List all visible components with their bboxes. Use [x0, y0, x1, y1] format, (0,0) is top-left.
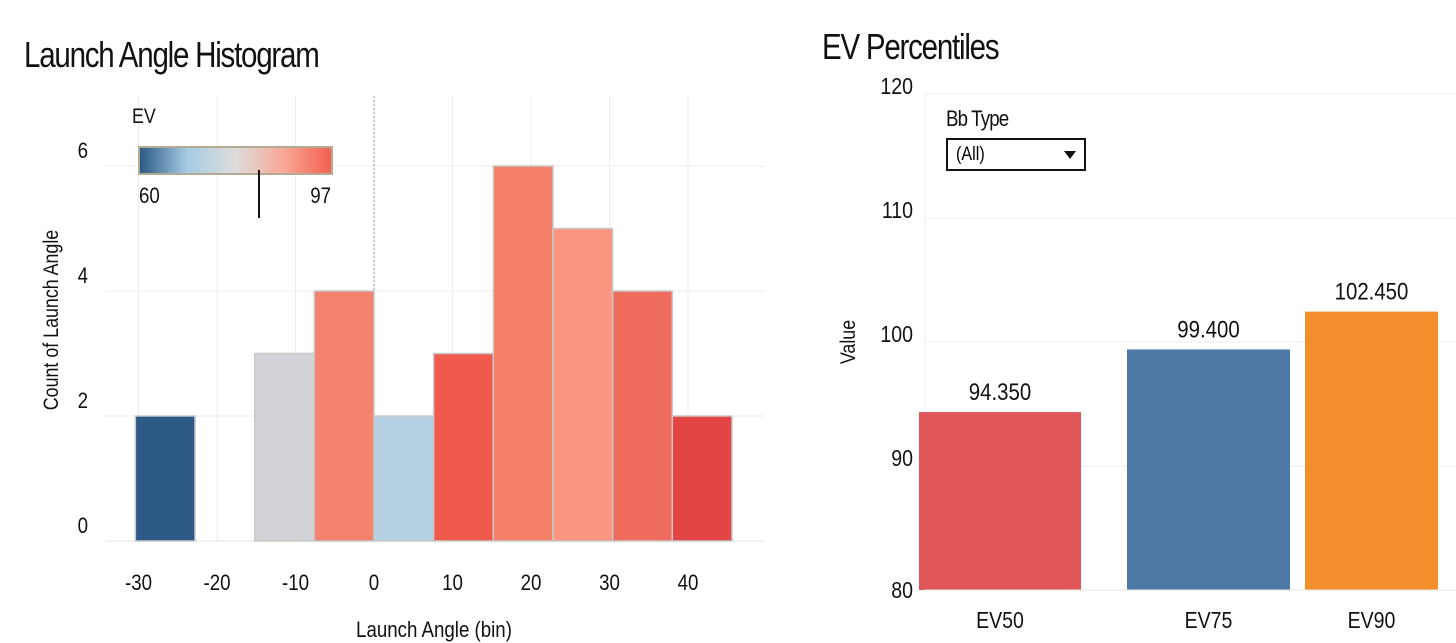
x-tick-label: 30 [599, 572, 620, 596]
histogram-bar [671, 415, 733, 542]
bar-ev50 [919, 412, 1081, 590]
histogram-bar [373, 415, 435, 542]
percentiles-title: EV Percentiles [822, 26, 1000, 67]
x-tick-label: 10 [442, 572, 463, 596]
x-tick-label: -10 [282, 572, 309, 596]
y-tick-label: 2 [78, 390, 88, 414]
chevron-down-icon [1064, 150, 1076, 159]
y-tick-label: 6 [78, 140, 88, 164]
histogram-title: Launch Angle Histogram [24, 34, 320, 75]
histogram-bar [134, 415, 196, 542]
data-label: 99.400 [1177, 316, 1239, 343]
y-tick-label: 0 [78, 515, 88, 539]
filter-label: Bb Type [946, 106, 1009, 131]
x-tick-label: -30 [125, 572, 152, 596]
legend-title: EV [132, 105, 156, 129]
x-tick-label: EV50 [976, 608, 1024, 634]
x-tick-label: 0 [369, 572, 379, 596]
y-tick-label: 120 [880, 74, 913, 100]
histogram-bar [611, 290, 674, 542]
histogram-bar [492, 165, 554, 542]
x-tick-label: -20 [203, 572, 230, 596]
legend-max-label: 97 [310, 185, 331, 209]
histogram-bar [432, 352, 495, 542]
y-tick-label: 110 [882, 198, 913, 224]
data-label: 102.450 [1335, 278, 1409, 305]
dropdown-value: (All) [956, 143, 985, 165]
x-tick-label: 20 [521, 572, 542, 596]
bb-type-dropdown[interactable]: (All) [946, 138, 1086, 171]
y-axis-label: Count of Launch Angle [40, 230, 64, 410]
legend-min-label: 60 [139, 185, 160, 209]
histogram-bar [313, 290, 375, 542]
color-legend-bar [138, 146, 333, 175]
y-tick-label: 4 [78, 265, 88, 289]
y-tick-label: 80 [891, 578, 913, 604]
x-tick-label: 40 [678, 572, 699, 596]
histogram-bar [253, 352, 316, 542]
x-tick-label: EV75 [1185, 608, 1233, 634]
y-axis-label: Value [837, 320, 861, 364]
x-axis-label: Launch Angle (bin) [356, 619, 512, 643]
y-tick-label: 100 [880, 322, 913, 348]
y-tick-label: 90 [891, 446, 913, 472]
histogram-bar [552, 227, 614, 542]
x-tick-label: EV90 [1348, 608, 1396, 634]
data-label: 94.350 [969, 379, 1031, 406]
bar-ev75 [1127, 349, 1290, 590]
bar-ev90 [1305, 311, 1438, 590]
bb-type-filter: Bb Type (All) [946, 106, 1086, 171]
